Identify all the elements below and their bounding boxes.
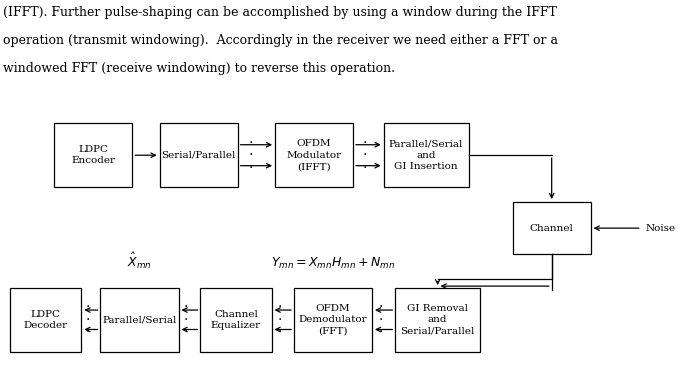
Bar (275, 123, 353, 187)
Text: LDPC
Decoder: LDPC Decoder (24, 310, 68, 330)
Bar (384, 123, 469, 187)
Bar (513, 202, 591, 254)
Text: Noise: Noise (645, 224, 675, 233)
Bar (294, 288, 372, 352)
Text: LDPC
Encoder: LDPC Encoder (71, 145, 115, 165)
Bar (160, 123, 238, 187)
Text: ·
·
·: · · · (184, 300, 188, 339)
Text: Parallel/Serial: Parallel/Serial (103, 315, 177, 324)
Bar (100, 288, 179, 352)
Text: OFDM
Demodulator
(FFT): OFDM Demodulator (FFT) (299, 304, 367, 336)
Text: ·
·
·: · · · (363, 136, 367, 175)
Text: ·
·
·: · · · (86, 300, 90, 339)
Bar (395, 288, 480, 352)
Text: Channel: Channel (530, 224, 574, 233)
Text: ·
·
·: · · · (249, 136, 253, 175)
Text: Parallel/Serial
and
GI Insertion: Parallel/Serial and GI Insertion (389, 139, 463, 171)
Text: operation (transmit windowing).  Accordingly in the receiver we need either a FF: operation (transmit windowing). Accordin… (3, 34, 558, 47)
Text: ·
·
·: · · · (378, 300, 382, 339)
Bar (10, 288, 81, 352)
Bar (200, 288, 272, 352)
Text: GI Removal
and
Serial/Parallel: GI Removal and Serial/Parallel (401, 304, 475, 336)
Bar (54, 123, 132, 187)
Text: $Y_{mn} = X_{mn}H_{mn}+N_{mn}$: $Y_{mn} = X_{mn}H_{mn}+N_{mn}$ (271, 256, 395, 271)
Text: Serial/Parallel: Serial/Parallel (162, 151, 236, 160)
Text: ·
·
·: · · · (277, 300, 282, 339)
Text: windowed FFT (receive windowing) to reverse this operation.: windowed FFT (receive windowing) to reve… (3, 62, 395, 75)
Text: Channel
Equalizer: Channel Equalizer (211, 310, 261, 330)
Text: (IFFT). Further pulse-shaping can be accomplished by using a window during the I: (IFFT). Further pulse-shaping can be acc… (3, 6, 557, 19)
Text: OFDM
Modulator
(IFFT): OFDM Modulator (IFFT) (287, 139, 342, 171)
Text: $\hat{X}_{mn}$: $\hat{X}_{mn}$ (127, 251, 152, 271)
